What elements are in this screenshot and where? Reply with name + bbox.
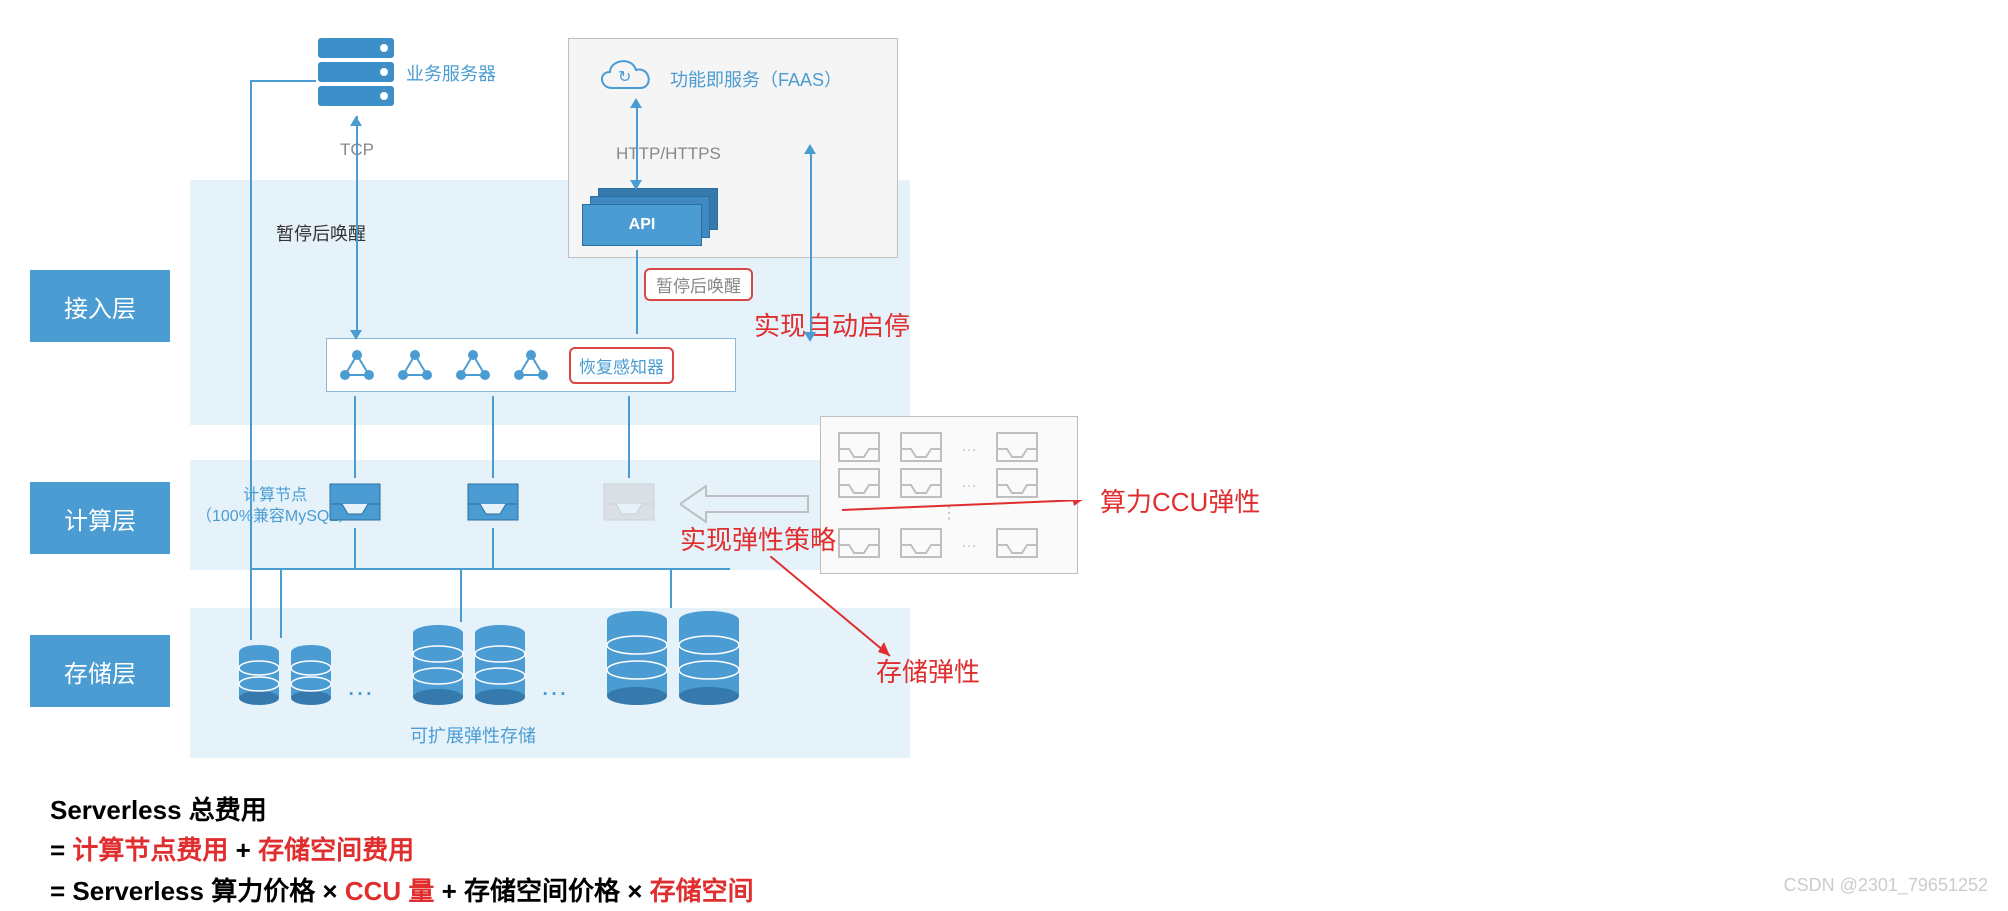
connector (628, 396, 630, 478)
arrowhead-icon (630, 180, 642, 190)
svg-text:↻: ↻ (618, 69, 631, 86)
connector (356, 116, 358, 334)
connector (354, 396, 356, 478)
connector (250, 80, 316, 82)
db-cluster-large (604, 610, 742, 706)
http-label: HTTP/HTTPS (616, 144, 721, 164)
connector (670, 568, 672, 608)
compute-node-icon-ghost (600, 480, 658, 524)
compute-node-icon (326, 480, 384, 524)
faas-title: 功能即服务（FAAS） (670, 66, 842, 92)
connector (280, 568, 282, 638)
db-cluster-med (410, 624, 528, 706)
compute-node-icon (464, 480, 522, 524)
layer-label-compute: 计算层 (30, 482, 170, 554)
dots: … (540, 670, 572, 702)
cloud-icon: ↻ (592, 54, 658, 103)
cost-formula: Serverless 总费用 = 计算节点费用 + 存储空间费用 = Serve… (50, 790, 754, 911)
annotation-ccu: 算力CCU弹性 (1100, 482, 1260, 519)
pause-wake-2: 暂停后唤醒 (644, 268, 753, 301)
formula-line-2: = 计算节点费用 + 存储空间费用 (50, 830, 754, 870)
connector (250, 568, 730, 570)
connector (636, 250, 638, 334)
connector (460, 568, 462, 622)
sensor-label: 恢复感知器 (569, 347, 674, 384)
formula-line-3: = Serverless 算力价格 × CCU 量 + 存储空间价格 × 存储空… (50, 871, 754, 911)
elastic-pool: … … ⋮ … (820, 416, 1078, 574)
connector (810, 150, 812, 336)
layer-label-access: 接入层 (30, 270, 170, 342)
architecture-diagram: 接入层 计算层 存储层 业务服务器 TCP ↻ 功能即服务（FAAS） HTTP… (30, 20, 1430, 820)
sensor-node-icon (511, 345, 551, 385)
db-cluster-small (236, 644, 334, 706)
sensor-node-icon (337, 345, 377, 385)
sensor-row: 恢复感知器 (326, 338, 736, 392)
server-label: 业务服务器 (406, 60, 496, 86)
red-arrow-icon (842, 500, 1092, 520)
arrowhead-icon (804, 332, 816, 342)
formula-title: Serverless 总费用 (50, 790, 754, 830)
watermark: CSDN @2301_79651252 (1784, 875, 1988, 896)
connector (492, 396, 494, 478)
sensor-node-icon (395, 345, 435, 385)
server-icon (318, 38, 394, 110)
dots: … (346, 670, 378, 702)
arrowhead-icon (350, 330, 362, 340)
connector (636, 102, 638, 186)
arrowhead-icon (630, 98, 642, 108)
connector (354, 528, 356, 568)
red-arrow-icon (770, 556, 910, 666)
pause-wake-1: 暂停后唤醒 (276, 220, 366, 246)
arrowhead-icon (804, 144, 816, 154)
connector (492, 528, 494, 568)
sensor-node-icon (453, 345, 493, 385)
arrowhead-icon (350, 116, 362, 126)
connector (250, 80, 252, 640)
layer-label-storage: 存储层 (30, 635, 170, 707)
annotation-elastic-strategy: 实现弹性策略 (680, 520, 836, 557)
storage-label: 可扩展弹性存储 (410, 722, 536, 748)
annotation-auto-start-stop: 实现自动启停 (754, 306, 910, 343)
